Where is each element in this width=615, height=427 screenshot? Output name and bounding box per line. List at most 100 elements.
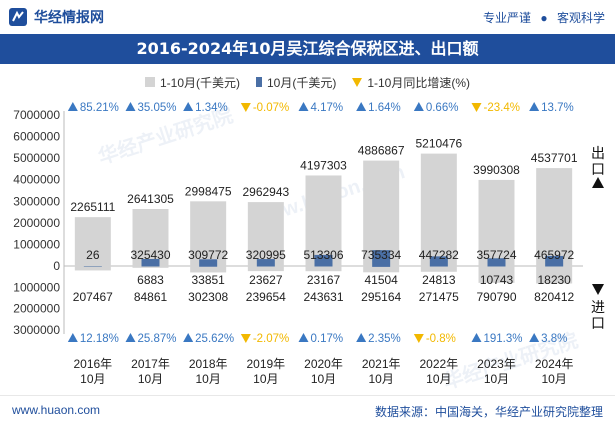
import-month-label: 33851 (191, 273, 225, 287)
y-tick-label: 1000000 (13, 280, 60, 294)
export-month-label: 357724 (476, 248, 516, 262)
export-yoy-label: 0.66% (426, 102, 459, 114)
import-cumulative-label: 243631 (303, 290, 343, 304)
x-tick-label: 10月 (80, 372, 105, 386)
export-cumulative-label: 4197303 (300, 158, 347, 172)
x-tick-label: 10月 (541, 372, 566, 386)
export-month-bar (429, 256, 448, 266)
footer: www.huaon.com 数据来源：中国海关，华经产业研究院整理 (0, 395, 615, 427)
import-month-bar (545, 266, 564, 267)
up-arrow-icon (183, 102, 194, 111)
down-arrow-icon (471, 103, 482, 112)
x-tick-label: 2018年 (189, 357, 228, 371)
export-yoy-label: 85.21% (80, 102, 119, 114)
export-cumulative-label: 5210476 (415, 137, 462, 151)
export-yoy-label: 1.64% (368, 102, 401, 114)
y-tick-label: 2000000 (13, 302, 60, 316)
chart-area: 7000000 6000000 5000000 4000000 3000000 20000… (13, 102, 605, 386)
export-cumulative-label: 2962943 (242, 185, 289, 199)
export-cumulative-label: 2641305 (127, 192, 174, 206)
export-yoy-label: 4.17% (311, 102, 344, 114)
up-arrow-icon (298, 333, 309, 342)
export-month-bar (199, 259, 218, 266)
export-cumulative-bar (363, 160, 400, 266)
import-cumulative-label: 295164 (361, 290, 401, 304)
export-cumulative-label: 2265111 (70, 200, 115, 214)
import-month-label: 24813 (422, 273, 456, 287)
side-export-label: 口 (591, 162, 605, 178)
up-arrow-icon (67, 333, 78, 342)
up-arrow-icon (298, 102, 309, 111)
import-yoy-label: 3.8% (541, 333, 567, 345)
import-cumulative-label: 302308 (188, 290, 228, 304)
export-yoy-label: 35.05% (138, 102, 177, 114)
y-tick-label: 6000000 (13, 130, 60, 144)
x-tick-label: 2020年 (304, 357, 343, 371)
top-tags: 专业严谨 ● 客观科学 (477, 9, 605, 26)
export-month-label: 465972 (534, 248, 574, 262)
import-month-label: 6883 (137, 273, 164, 287)
export-month-label: 325430 (130, 248, 170, 262)
export-month-bar (545, 255, 564, 266)
import-cumulative-label: 207467 (73, 290, 113, 304)
chart-title: 2016-2024年10月吴江综合保税区进、出口额 (136, 39, 479, 58)
side-import-label: 口 (591, 316, 605, 332)
y-tick-label: 5000000 (13, 151, 60, 165)
footer-site: www.huaon.com (12, 403, 101, 417)
export-yoy-label: 1.34% (195, 102, 228, 114)
side-export-label: 出 (591, 146, 605, 162)
up-arrow-icon (413, 102, 424, 111)
up-arrow-icon (67, 102, 78, 111)
export-month-label: 447282 (419, 248, 459, 262)
import-yoy-label: 0.17% (311, 333, 344, 345)
import-month-label: 23167 (307, 273, 341, 287)
import-cumulative-bar (363, 266, 400, 273)
import-cumulative-label: 84861 (134, 290, 168, 304)
legend-blue-swatch (255, 77, 262, 87)
tag-professional: 专业严谨 (483, 11, 532, 25)
export-month-bar (314, 254, 333, 266)
huajing-logo-icon (9, 8, 27, 26)
export-cumulative-bar (247, 202, 284, 266)
import-month-bar (199, 266, 218, 267)
up-arrow-icon (356, 333, 367, 342)
export-cumulative-bar (536, 168, 573, 266)
export-cumulative-bar (74, 217, 111, 266)
import-cumulative-label: 820412 (534, 290, 574, 304)
export-cumulative-bar (305, 175, 342, 266)
export-cumulative-bar (132, 209, 169, 266)
import-month-bar (314, 266, 333, 267)
export-month-label: 320995 (246, 248, 286, 262)
import-yoy-label: 12.18% (80, 333, 119, 345)
export-month-label: 309772 (188, 248, 228, 262)
export-cumulative-label: 3990308 (473, 163, 520, 177)
import-yoy-label: -2.07% (253, 333, 289, 345)
export-yoy-label: -0.07% (253, 102, 289, 114)
export-month-label: 735334 (361, 248, 401, 262)
export-month-bar (256, 259, 275, 266)
export-cumulative-bar (478, 179, 515, 266)
x-tick-label: 10月 (311, 372, 336, 386)
y-tick-label: 3000000 (13, 194, 60, 208)
up-arrow-icon (125, 333, 136, 342)
export-cumulative-label: 4886867 (358, 144, 405, 158)
import-cumulative-bar (74, 266, 111, 271)
x-tick-label: 2023年 (477, 357, 516, 371)
import-month-label: 23627 (249, 273, 283, 287)
import-cumulative-label: 271475 (419, 290, 459, 304)
legend-triangle-icon (352, 77, 363, 87)
x-tick-label: 10月 (368, 372, 393, 386)
x-tick-label: 10月 (138, 372, 163, 386)
import-month-bar (487, 266, 506, 267)
up-arrow-icon (529, 333, 540, 342)
footer-source: 数据来源：中国海关，华经产业研究院整理 (374, 405, 603, 419)
y-tick-label: 3000000 (13, 323, 60, 337)
up-arrow-icon (471, 333, 482, 342)
side-import-label: 进 (591, 300, 605, 316)
legend-month: 10月(千美元) (255, 74, 337, 91)
up-arrow-icon (183, 333, 194, 342)
legend-cumulative-label: 1-10月(千美元) (159, 75, 240, 90)
legend-month-label: 10月(千美元) (266, 75, 337, 90)
brand: 华经情报网 (8, 6, 104, 28)
export-cumulative-label: 4537701 (531, 151, 578, 165)
